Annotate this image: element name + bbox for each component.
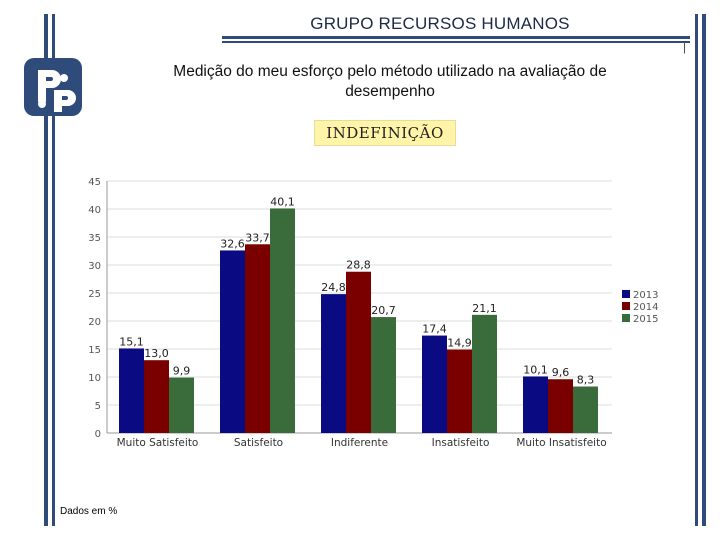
- left-frame-bar-inner: [52, 14, 55, 526]
- x-tick-label: Muito Insatisfeito: [516, 437, 606, 449]
- x-tick-label: Indiferente: [331, 437, 388, 449]
- legend-label-2013: 2013: [633, 290, 658, 301]
- bar-2013: [422, 335, 447, 433]
- value-label: 9,6: [552, 366, 570, 379]
- bar-2015: [371, 317, 396, 433]
- subtitle-line-1: Medição do meu esforço pelo método utili…: [173, 63, 607, 80]
- bar-2013: [321, 294, 346, 433]
- y-tick-label: 25: [88, 289, 101, 300]
- bar-2013: [119, 348, 144, 433]
- right-frame-bar-outer: [702, 14, 706, 526]
- left-frame-bar-outer: [44, 14, 48, 526]
- subtitle-line-2: desempenho: [345, 83, 435, 100]
- y-tick-label: 30: [88, 261, 101, 272]
- y-tick-label: 0: [95, 429, 101, 440]
- bar-2013: [220, 250, 245, 433]
- bar-2015: [169, 377, 194, 433]
- legend-swatch-2015: [622, 314, 630, 322]
- legend-label-2014: 2014: [633, 302, 658, 313]
- header-rule-bottom: [222, 41, 690, 43]
- value-label: 9,9: [173, 365, 191, 378]
- value-label: 32,6: [220, 237, 245, 250]
- indefinicao-banner: INDEFINIÇÃO: [314, 120, 456, 146]
- chart-axes: 0 5 10 15 20 25 30 35 40 45 Muito Satisfeito Satisf…: [88, 177, 612, 449]
- value-label: 10,1: [523, 363, 548, 376]
- y-tick-label: 35: [88, 233, 101, 244]
- bar-2015: [573, 386, 598, 433]
- value-label: 13,0: [144, 347, 169, 360]
- value-label: 28,8: [346, 259, 371, 272]
- y-tick-label: 10: [88, 373, 101, 384]
- data-unit-note: Dados em %: [60, 506, 118, 517]
- bar-2014: [346, 271, 371, 433]
- value-label: 24,8: [321, 281, 346, 294]
- value-label: 33,7: [245, 231, 270, 244]
- value-label: 14,9: [447, 337, 472, 350]
- right-frame-bar-inner: [695, 14, 698, 526]
- x-tick-label: Satisfeito: [234, 437, 283, 449]
- y-tick-label: 40: [88, 205, 101, 216]
- y-tick-label: 5: [95, 401, 101, 412]
- legend-swatch-2014: [622, 302, 630, 310]
- x-tick-label: Insatisfeito: [432, 437, 490, 449]
- bar-2014: [548, 379, 573, 433]
- chart-value-labels: 15,113,09,932,6 33,740,124,828,820,717,41…: [119, 195, 594, 386]
- chart-subtitle: Medição do meu esforço pelo método utili…: [100, 62, 680, 102]
- header-rule-top: [222, 36, 690, 39]
- chart-bars: [119, 208, 598, 433]
- legend-swatch-2013: [622, 290, 630, 298]
- value-label: 17,4: [422, 323, 447, 336]
- bar-2015: [472, 314, 497, 433]
- x-tick-label: Muito Satisfeito: [117, 437, 199, 449]
- value-label: 21,1: [472, 302, 497, 315]
- bar-2015: [270, 208, 295, 433]
- bar-2014: [447, 349, 472, 433]
- y-tick-label: 20: [88, 317, 101, 328]
- page-marker: |: [683, 42, 686, 54]
- value-label: 8,3: [577, 374, 595, 387]
- legend-label-2015: 2015: [633, 314, 658, 325]
- value-label: 20,7: [371, 304, 396, 317]
- rh-logo-icon: [24, 58, 82, 116]
- y-tick-label: 15: [88, 345, 101, 356]
- value-label: 15,1: [119, 335, 144, 348]
- value-label: 40,1: [270, 195, 295, 208]
- bar-2014: [144, 360, 169, 433]
- y-tick-label: 45: [88, 177, 101, 188]
- bar-2014: [245, 244, 270, 433]
- header-title: GRUPO RECURSOS HUMANOS: [310, 14, 570, 33]
- bar-2013: [523, 376, 548, 433]
